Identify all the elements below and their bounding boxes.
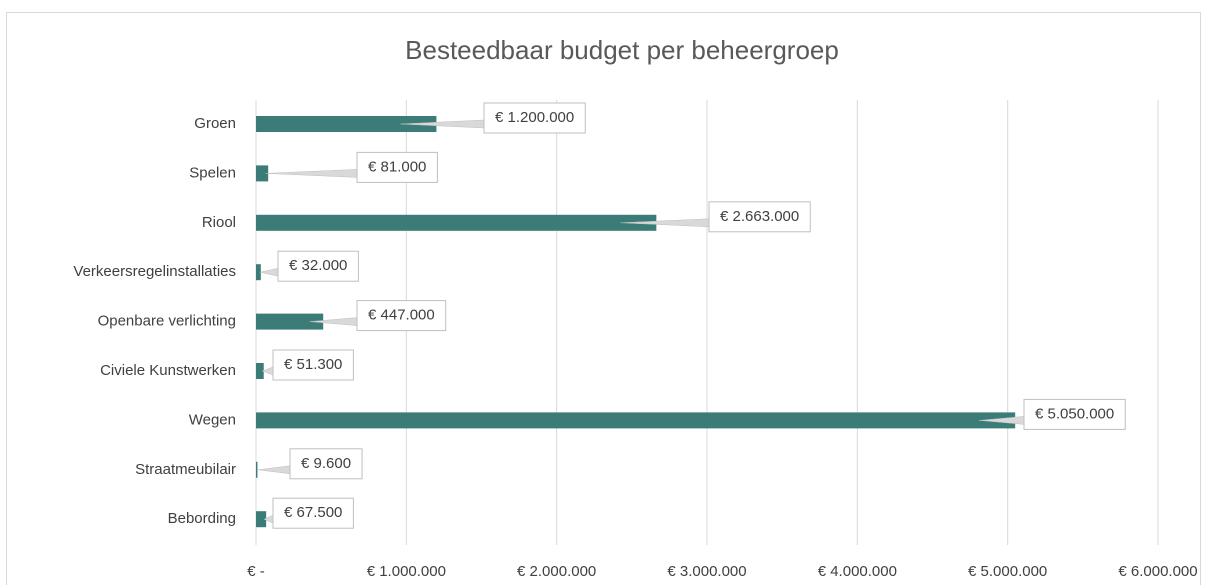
- data-label: € 5.050.000: [1035, 405, 1114, 422]
- bar: [256, 412, 1016, 429]
- y-tick-label: Spelen: [189, 164, 236, 181]
- y-tick-label: Straatmeubilair: [135, 461, 236, 478]
- bar: [256, 461, 258, 478]
- x-tick-label: € 4.000.000: [818, 563, 897, 580]
- data-label-box: [356, 300, 447, 332]
- data-label: € 1.200.000: [495, 109, 574, 126]
- data-label: € 2.663.000: [720, 208, 799, 225]
- chart-title: Besteedbaar budget per beheergroep: [405, 35, 839, 65]
- data-label: € 32.000: [289, 257, 347, 274]
- y-tick-label: Openbare verlichting: [98, 313, 236, 330]
- y-tick-label: Riool: [202, 214, 236, 231]
- x-tick-label: € -: [247, 563, 265, 580]
- x-tick-label: € 5.000.000: [968, 563, 1047, 580]
- bar: [256, 264, 261, 281]
- y-tick-label: Wegen: [189, 411, 236, 428]
- chart-border: [6, 12, 1201, 585]
- x-tick-label: € 2.000.000: [517, 563, 596, 580]
- data-label: € 67.500: [284, 504, 342, 521]
- data-label-box: [483, 102, 586, 134]
- x-tick-label: € 6.000.000: [1118, 563, 1197, 580]
- data-label: € 51.300: [284, 356, 342, 373]
- bar: [256, 511, 267, 528]
- bar: [256, 363, 264, 379]
- data-label: € 447.000: [368, 307, 435, 324]
- data-label-box: [1023, 398, 1126, 430]
- y-tick-label: Civiele Kunstwerken: [100, 362, 236, 379]
- x-tick-label: € 3.000.000: [667, 563, 746, 580]
- bar: [256, 165, 269, 182]
- bar: [256, 313, 324, 330]
- data-label: € 81.000: [368, 158, 426, 175]
- y-tick-label: Verkeersregelinstallaties: [73, 263, 236, 280]
- data-label-box: [289, 448, 363, 480]
- data-label-box: [277, 250, 359, 282]
- y-tick-label: Bebording: [168, 510, 236, 527]
- bar: [256, 116, 437, 132]
- bar: [256, 214, 657, 231]
- y-tick-label: Groen: [194, 115, 236, 132]
- x-tick-label: € 1.000.000: [367, 563, 446, 580]
- data-label-box: [356, 151, 438, 183]
- data-label: € 9.600: [301, 455, 351, 472]
- data-label-box: [708, 201, 811, 233]
- data-label-box: [272, 497, 354, 529]
- data-label-box: [272, 349, 354, 381]
